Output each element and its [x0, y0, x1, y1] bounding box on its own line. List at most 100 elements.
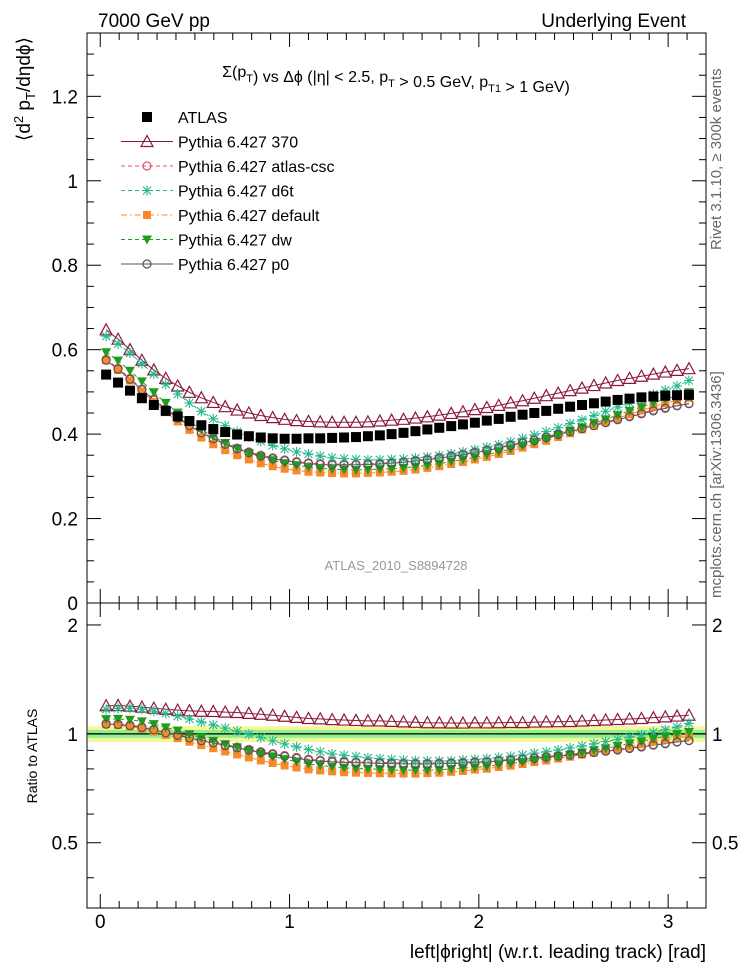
star-stroke — [684, 376, 694, 385]
point-atlas — [457, 419, 468, 430]
point-pythia-6-427-p0 — [315, 459, 325, 470]
ratio-plot-frame — [86, 602, 707, 909]
series-markers — [99, 322, 696, 778]
ratio-point-pythia-6-427-d6t — [683, 718, 694, 729]
ratio-point-pythia-6-427-370 — [670, 708, 685, 722]
y-tick-label: 0.2 — [52, 510, 78, 531]
point-atlas — [148, 399, 159, 410]
star-stroke — [601, 737, 611, 746]
y-tick-label: 1 — [67, 172, 78, 193]
point-atlas — [577, 399, 588, 410]
star-stroke — [161, 709, 171, 718]
point-pythia-6-427-d6t — [160, 379, 171, 390]
point-pythia-6-427-370 — [515, 393, 530, 407]
ratio-point-pythia-6-427-p0 — [327, 757, 337, 767]
point-pythia-6-427-370 — [622, 371, 637, 384]
point-pythia-6-427-370 — [610, 373, 625, 387]
point-pythia-6-427-370 — [670, 363, 685, 376]
ratio-point-pythia-6-427-d6t — [232, 726, 243, 737]
point-pythia-6-427-p0 — [244, 448, 254, 458]
star-stroke — [470, 754, 480, 764]
ratio-point-pythia-6-427-370 — [348, 713, 364, 727]
ratio-point-pythia-6-427-default — [221, 747, 230, 756]
ratio-point-pythia-6-427-370 — [265, 707, 280, 721]
series-line-pythia-6-427-370 — [105, 329, 690, 423]
ratio-point-pythia-6-427-d6t — [493, 752, 504, 763]
star-stroke — [601, 406, 611, 416]
point-atlas — [660, 390, 671, 401]
ratio-point-pythia-6-427-d6t — [160, 708, 171, 719]
point-atlas — [481, 415, 492, 426]
star-stroke — [292, 447, 301, 457]
point-pythia-6-427-p0 — [280, 456, 290, 466]
ratio-point-pythia-6-427-p0 — [506, 755, 516, 765]
ratio-tick-label-right: 0.5 — [712, 834, 738, 855]
point-pythia-6-427-370 — [408, 410, 423, 424]
ratio-point-pythia-6-427-p0 — [303, 755, 314, 765]
ratio-point-pythia-6-427-p0 — [684, 736, 694, 746]
point-pythia-6-427-default — [114, 365, 123, 374]
point-pythia-6-427-dw — [636, 403, 647, 413]
ratio-tick-label-right: 2 — [712, 616, 723, 637]
star-stroke — [518, 433, 527, 443]
point-pythia-6-427-dw — [624, 406, 635, 416]
ratio-point-pythia-6-427-370 — [646, 710, 661, 724]
point-pythia-6-427-p0 — [422, 455, 432, 465]
ratio-point-pythia-6-427-p0 — [363, 758, 373, 768]
point-pythia-6-427-p0 — [506, 440, 516, 451]
ratio-point-pythia-6-427-p0 — [339, 757, 349, 767]
ratio-point-pythia-6-427-p0 — [244, 745, 254, 755]
point-pythia-6-427-d6t — [577, 414, 588, 425]
point-pythia-6-427-d6t — [113, 338, 124, 349]
ratio-point-pythia-6-427-370 — [467, 715, 482, 729]
star-stroke — [446, 449, 456, 459]
point-pythia-6-427-p0 — [565, 426, 575, 437]
ratio-point-pythia-6-427-p0 — [494, 756, 504, 766]
point-atlas — [303, 433, 314, 444]
point-pythia-6-427-dw — [517, 441, 528, 451]
ratio-point-pythia-6-427-dw — [553, 752, 564, 762]
ratio-point-pythia-6-427-370 — [574, 713, 590, 727]
ratio-point-pythia-6-427-p0 — [541, 752, 551, 762]
series-line-pythia-6-427-d6t — [105, 335, 690, 461]
ratio-tick-label-right: 1 — [712, 725, 723, 746]
point-pythia-6-427-p0 — [268, 454, 278, 464]
point-pythia-6-427-370 — [444, 406, 459, 420]
star-stroke — [565, 419, 575, 428]
point-atlas — [683, 389, 694, 400]
ratio-point-pythia-6-427-p0 — [256, 747, 266, 758]
star-stroke — [434, 451, 444, 461]
point-atlas — [243, 431, 254, 442]
point-pythia-6-427-p0 — [577, 424, 587, 434]
ratio-point-pythia-6-427-dw — [160, 723, 171, 733]
ratio-point-pythia-6-427-370 — [241, 706, 256, 719]
point-pythia-6-427-dw — [136, 377, 147, 387]
point-pythia-6-427-d6t — [148, 369, 159, 380]
ratio-point-pythia-6-427-p0 — [529, 753, 539, 763]
ratio-point-pythia-6-427-370 — [563, 714, 578, 728]
ratio-point-pythia-6-427-p0 — [101, 719, 111, 729]
star-stroke — [399, 454, 408, 464]
point-atlas — [517, 409, 528, 420]
ratio-point-pythia-6-427-dw — [398, 766, 409, 776]
point-atlas — [624, 393, 635, 404]
point-pythia-6-427-p0 — [458, 450, 468, 460]
legend: ATLAS Pythia 6.427 370 Pythia 6.427 atlas-… — [121, 110, 335, 274]
ratio-line-pythia-6-427-atlas-csc — [106, 723, 690, 764]
ratio-point-pythia-6-427-default — [256, 756, 265, 765]
ratio-point-pythia-6-427-p0 — [648, 740, 658, 750]
y-tick-label: 0 — [67, 594, 78, 615]
ratio-point-pythia-6-427-default — [173, 734, 182, 743]
star-stroke — [173, 389, 183, 399]
point-pythia-6-427-default — [256, 459, 265, 468]
ratio-point-pythia-6-427-d6t — [148, 706, 159, 717]
ratio-point-pythia-6-427-d6t — [184, 713, 195, 724]
x-tick-label: 0 — [95, 912, 106, 933]
ratio-point-pythia-6-427-370 — [206, 704, 221, 718]
legend-label-pythia-6-427-370: Pythia 6.427 370 — [178, 135, 298, 152]
point-pythia-6-427-default — [125, 376, 134, 385]
ratio-point-pythia-6-427-p0 — [232, 743, 242, 753]
ratio-point-pythia-6-427-p0 — [553, 751, 563, 761]
point-pythia-6-427-d6t — [672, 380, 683, 391]
